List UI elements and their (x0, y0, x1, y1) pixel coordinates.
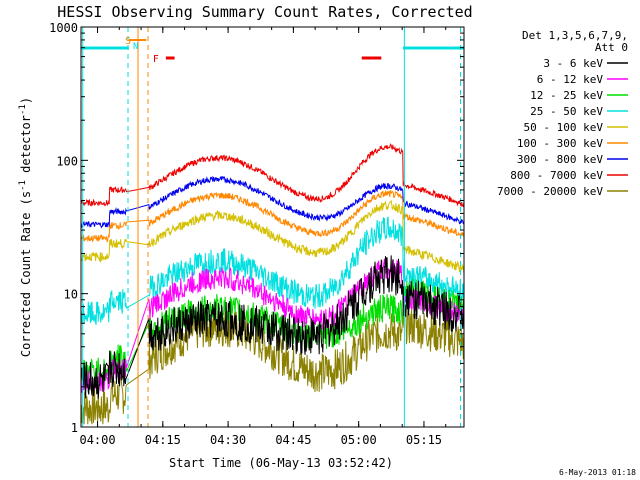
x-axis-label: Start Time (06-May-13 03:52:42) (169, 456, 393, 470)
flare-flag-label: F (153, 54, 159, 65)
x-tick-label: 04:45 (275, 433, 311, 447)
series-line-300-800-kev (81, 175, 464, 229)
legend-entry-label: 100 - 300 keV (517, 137, 603, 150)
legend-entry-label: 25 - 50 keV (530, 105, 603, 118)
y-tick-label: 1 (71, 421, 78, 435)
plot-frame (80, 26, 465, 428)
legend-entry-label: 50 - 100 keV (524, 121, 604, 134)
x-tick-label: 05:00 (341, 433, 377, 447)
y-axis-label: Corrected Count Rate (s-1 detector-1) (18, 97, 33, 357)
x-tick-label: 04:15 (145, 433, 181, 447)
x-axis: 04:00 04:15 04:30 04:45 05:00 05:15 (79, 27, 447, 447)
chart-title: HESSI Observing Summary Count Rates, Cor… (57, 3, 472, 21)
legend-entry-label: 6 - 12 keV (537, 73, 604, 86)
y-tick-label: 100 (56, 154, 78, 168)
footer-timestamp: 6-May-2013 01:18 (559, 468, 636, 477)
series-line-3-6-kev (81, 255, 464, 399)
series-line-7000-20000-kev (81, 304, 464, 425)
y-axis: 1 10 100 1000 (49, 21, 464, 435)
legend-entry-label: 12 - 25 keV (530, 89, 603, 102)
series-group: S N F (81, 27, 464, 427)
saa-flag-label: S (125, 36, 131, 47)
series-line-800-7000-kev (81, 143, 464, 208)
legend-header: Det 1,3,5,6,7,9, (522, 29, 628, 42)
legend-entry-label: 3 - 6 keV (543, 57, 603, 70)
legend-header: Att 0 (595, 41, 628, 54)
series-line-50-100-kev (81, 199, 464, 274)
legend-entry-label: 800 - 7000 keV (510, 169, 603, 182)
x-tick-label: 05:15 (406, 433, 442, 447)
y-tick-label: 1000 (49, 21, 78, 35)
legend-entry-label: 300 - 800 keV (517, 153, 603, 166)
plot-area: S N F (81, 27, 464, 427)
legend: Det 1,3,5,6,7,9,Att 0 3 - 6 keV 6 - 12 keV… (497, 29, 628, 198)
x-tick-label: 04:30 (210, 433, 246, 447)
night-flag-label: N (133, 42, 138, 52)
series-line-25-50-kev (81, 216, 464, 325)
y-tick-label: 10 (64, 288, 78, 302)
legend-entry-label: 7000 - 20000 keV (497, 185, 603, 198)
x-tick-label: 04:00 (79, 433, 115, 447)
series-line-100-300-kev (81, 189, 464, 243)
